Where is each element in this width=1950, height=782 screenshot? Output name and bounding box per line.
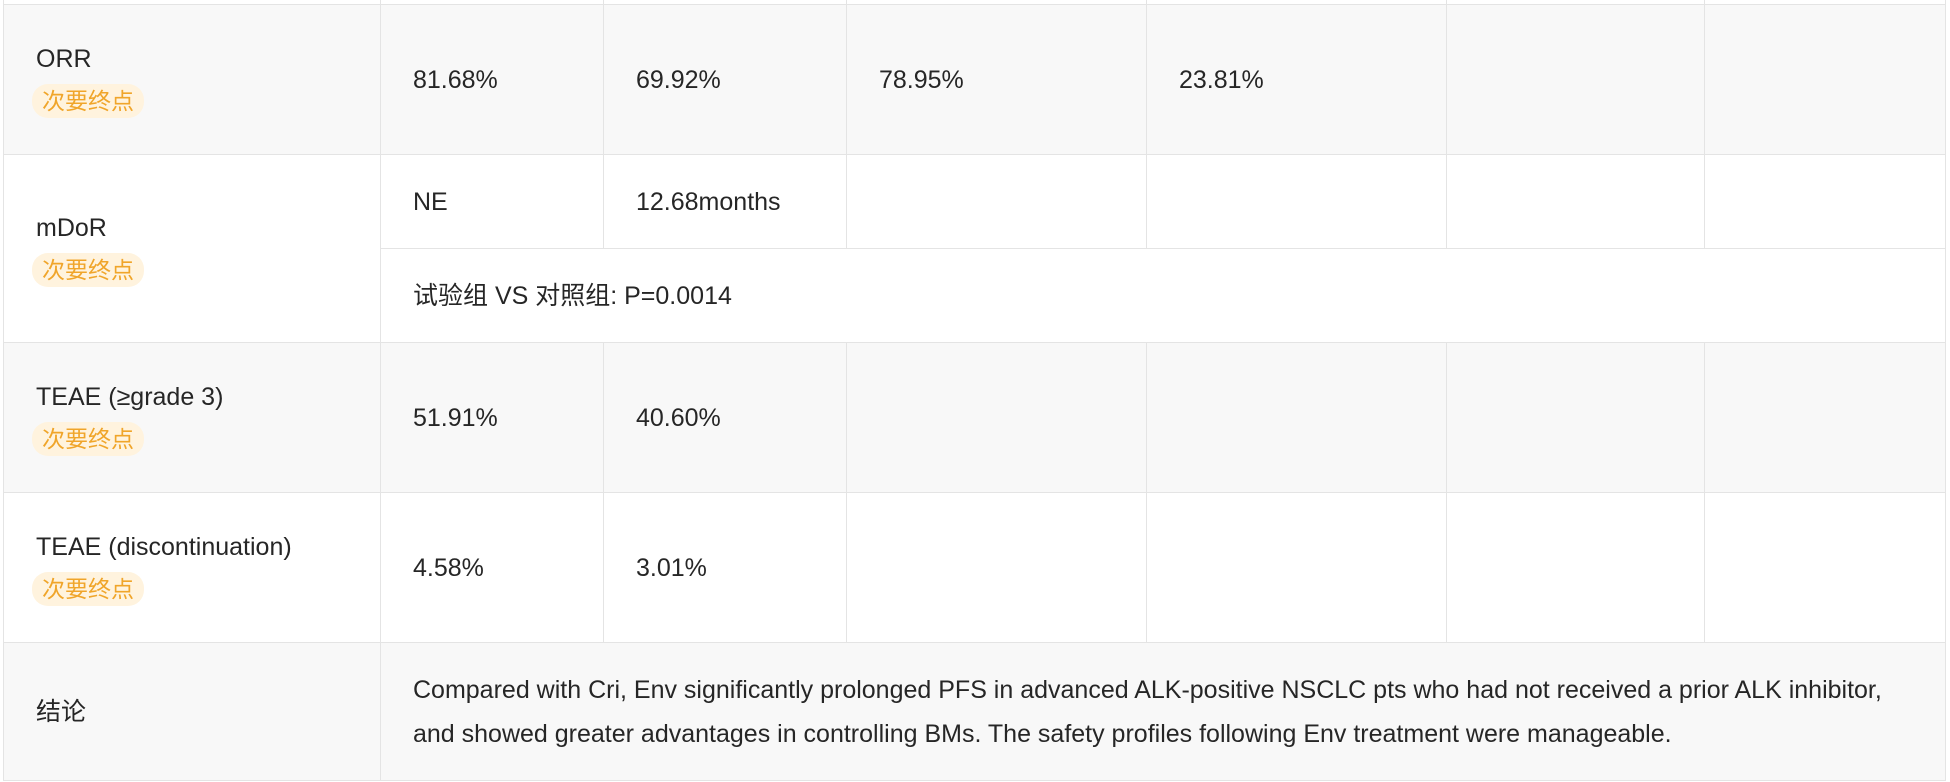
value-cell: NE — [380, 154, 604, 249]
table-row-mdor-note: 试验组 VS 对照组: P=0.0014 — [4, 248, 1946, 343]
conclusion-label: 结论 — [3, 642, 381, 781]
metric-name: ORR — [36, 44, 92, 73]
value-cell — [1146, 154, 1447, 249]
value-cell — [846, 492, 1147, 643]
comparison-note: 试验组 VS 对照组: P=0.0014 — [380, 248, 1946, 343]
value-cell — [846, 342, 1147, 493]
metric-cell: TEAE (discontinuation) 次要终点 — [3, 492, 381, 643]
value-cell — [1146, 492, 1447, 643]
value-cell: 23.81% — [1146, 4, 1447, 155]
value-cell: 69.92% — [603, 4, 847, 155]
value-cell — [1704, 4, 1946, 155]
table-row-conclusion: 结论 Compared with Cri, Env significantly … — [3, 642, 1946, 781]
value-cell: 12.68months — [603, 154, 847, 249]
table-row-mdor: mDoR 次要终点 NE 12.68months — [3, 154, 1946, 343]
metric-name: mDoR — [36, 213, 107, 242]
table-row-teae-grade3: TEAE (≥grade 3) 次要终点 51.91% 40.60% — [3, 342, 1946, 493]
conclusion-text: Compared with Cri, Env significantly pro… — [380, 642, 1946, 781]
value-cell — [1446, 342, 1705, 493]
value-cell: 3.01% — [603, 492, 847, 643]
value-cell: 40.60% — [603, 342, 847, 493]
value-cell — [1446, 4, 1705, 155]
endpoint-badge: 次要终点 — [32, 252, 144, 287]
endpoint-badge: 次要终点 — [32, 421, 144, 456]
metric-cell: ORR 次要终点 — [3, 4, 381, 155]
metric-name: TEAE (≥grade 3) — [36, 382, 224, 411]
value-cell — [1704, 492, 1946, 643]
value-cell — [1146, 342, 1447, 493]
value-cell — [1446, 492, 1705, 643]
value-cell — [1446, 154, 1705, 249]
results-table: ORR 次要终点 81.68% 69.92% 78.95% 23.81% mDo… — [3, 0, 1946, 781]
value-cell — [846, 154, 1147, 249]
metric-name: TEAE (discontinuation) — [36, 532, 292, 561]
table-row-previous-stub — [3, 0, 1946, 5]
value-cell: 51.91% — [380, 342, 604, 493]
value-cell — [1704, 154, 1946, 249]
endpoint-badge: 次要终点 — [32, 571, 144, 606]
table-row-orr: ORR 次要终点 81.68% 69.92% 78.95% 23.81% — [3, 4, 1946, 155]
metric-cell: TEAE (≥grade 3) 次要终点 — [3, 342, 381, 493]
value-cell: 78.95% — [846, 4, 1147, 155]
value-cell: 81.68% — [380, 4, 604, 155]
results-table-container: ORR 次要终点 81.68% 69.92% 78.95% 23.81% mDo… — [3, 0, 1946, 781]
endpoint-badge: 次要终点 — [32, 83, 144, 118]
value-cell: 4.58% — [380, 492, 604, 643]
table-row-teae-discontinuation: TEAE (discontinuation) 次要终点 4.58% 3.01% — [3, 492, 1946, 643]
metric-cell: mDoR 次要终点 — [3, 154, 381, 343]
value-cell — [1704, 342, 1946, 493]
